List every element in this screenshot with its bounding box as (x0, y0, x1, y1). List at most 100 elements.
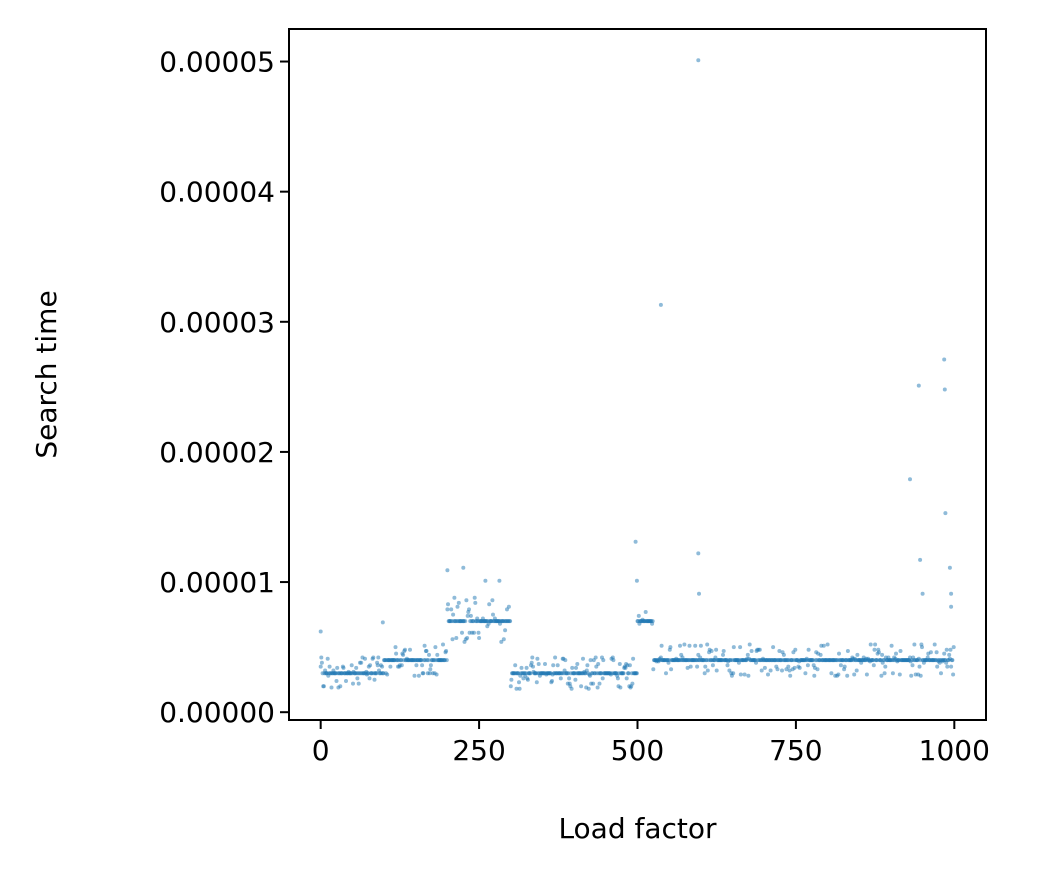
data-point (678, 643, 682, 648)
data-point (894, 651, 898, 656)
data-point (650, 619, 655, 624)
data-point (688, 664, 693, 669)
data-point (890, 671, 895, 676)
data-point (371, 655, 376, 660)
data-point (483, 578, 488, 583)
data-point (854, 668, 859, 673)
x-tick-label: 250 (452, 734, 505, 767)
data-point (845, 673, 850, 678)
y-tick-label: 0.00001 (159, 566, 275, 599)
data-point (536, 662, 541, 666)
data-point (768, 668, 773, 673)
data-point (633, 539, 638, 544)
data-point (581, 656, 585, 661)
x-tick-label: 0 (312, 734, 330, 767)
data-point (433, 645, 438, 650)
data-point (793, 647, 798, 652)
data-point (871, 663, 876, 668)
data-point (414, 663, 419, 668)
data-point (563, 658, 568, 663)
data-point (434, 672, 439, 677)
data-point (372, 677, 377, 682)
data-point (363, 656, 367, 661)
data-point (385, 672, 390, 677)
x-axis-label: Load factor (558, 812, 717, 845)
data-point (658, 302, 663, 307)
data-point (468, 613, 473, 618)
data-point (334, 679, 339, 683)
data-point (534, 680, 539, 685)
data-point (368, 663, 373, 668)
data-point (380, 620, 385, 625)
data-point (920, 591, 925, 596)
data-point (472, 630, 476, 635)
data-point (558, 676, 563, 681)
data-point (593, 655, 598, 660)
data-point (473, 600, 478, 605)
data-point (805, 663, 810, 668)
data-point (427, 671, 432, 676)
data-point (509, 677, 514, 682)
data-point (452, 595, 457, 600)
data-point (355, 676, 360, 681)
data-point (463, 619, 468, 624)
y-axis-ticks: 0.00000 0.00001 0.00002 0.00003 0.00004 0.000… (159, 46, 289, 729)
data-point (611, 658, 616, 663)
data-point (721, 652, 725, 657)
data-point (618, 685, 623, 690)
data-point (421, 671, 426, 676)
data-point (912, 642, 917, 647)
data-point (698, 643, 703, 648)
data-point (319, 660, 324, 665)
data-point (664, 671, 668, 676)
data-point (524, 665, 529, 670)
data-point (705, 642, 710, 647)
data-point (872, 647, 877, 652)
data-point (951, 672, 956, 677)
data-point (325, 656, 330, 661)
x-tick-label: 500 (611, 734, 664, 767)
data-point (627, 663, 632, 668)
data-point (403, 647, 407, 652)
data-point (775, 667, 780, 672)
data-point (738, 672, 743, 677)
data-point (460, 630, 464, 635)
data-point (918, 673, 923, 678)
y-tick-label: 0.00004 (159, 176, 275, 209)
data-point (821, 643, 826, 648)
data-point (327, 664, 332, 669)
data-point (585, 663, 590, 668)
data-point (508, 619, 513, 624)
data-point (374, 671, 379, 676)
data-point (341, 665, 346, 670)
data-point (721, 649, 726, 653)
data-point (575, 662, 580, 666)
data-point (444, 649, 449, 653)
data-point (441, 642, 445, 647)
data-point (771, 645, 776, 650)
data-point (766, 672, 770, 677)
data-point (435, 652, 440, 657)
y-tick-label: 0.00003 (159, 306, 275, 339)
data-point (543, 662, 547, 666)
data-point (569, 686, 574, 691)
data-point (918, 557, 923, 562)
data-point (949, 664, 954, 669)
data-point (685, 665, 690, 670)
data-point (579, 684, 584, 689)
data-point (491, 612, 495, 617)
data-point (630, 681, 635, 686)
data-point (412, 673, 417, 678)
y-tick-label: 0.00005 (159, 46, 275, 79)
data-points (318, 58, 956, 691)
data-point (501, 637, 506, 642)
data-point (668, 645, 673, 650)
data-point (939, 671, 943, 676)
data-point (693, 643, 698, 648)
data-point (945, 664, 950, 669)
data-point (709, 649, 714, 653)
data-point (420, 663, 425, 668)
data-point (408, 647, 412, 652)
data-point (710, 663, 715, 668)
data-point (517, 686, 522, 691)
